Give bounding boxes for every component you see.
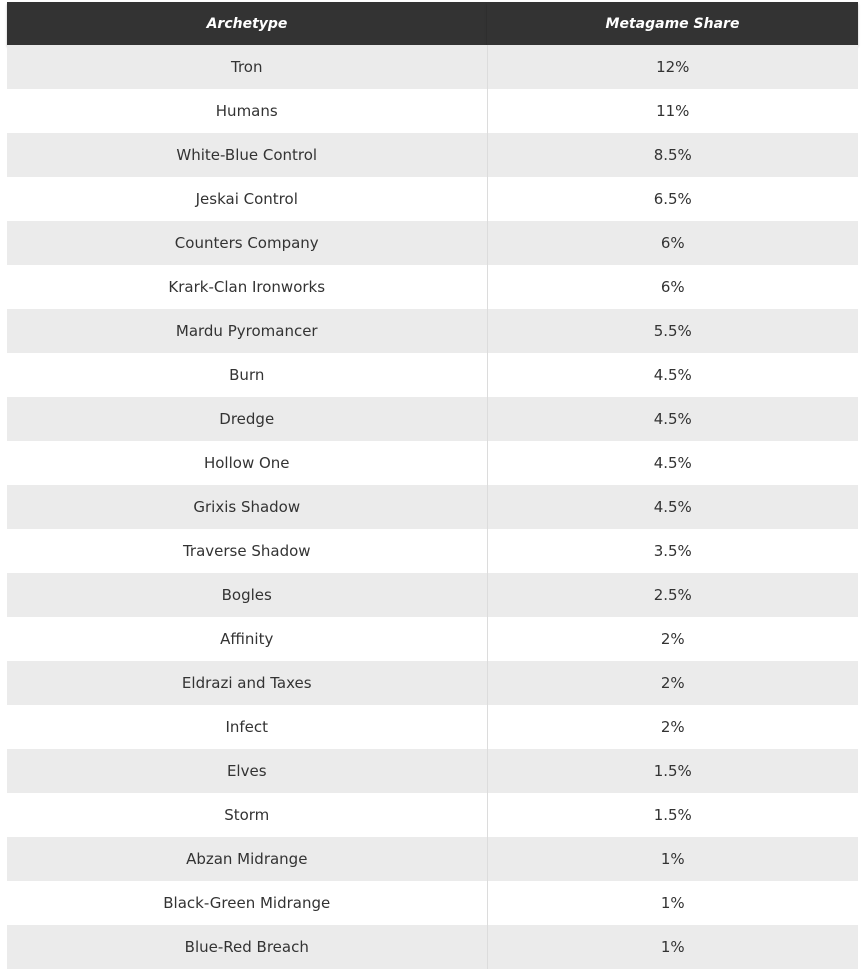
- table-row: Tron 12%: [7, 45, 858, 89]
- table-row: Affinity 2%: [7, 617, 858, 661]
- share-cell: 1.5%: [487, 793, 858, 837]
- table-row: Elves 1.5%: [7, 749, 858, 793]
- archetype-cell: Humans: [7, 89, 488, 133]
- archetype-cell: Affinity: [7, 617, 488, 661]
- table-container: Archetype Metagame Share Tron 12% Humans 11…: [7, 2, 858, 969]
- table-row: Hollow One 4.5%: [7, 441, 858, 485]
- table-row: Dredge 4.5%: [7, 397, 858, 441]
- share-cell: 11%: [487, 89, 858, 133]
- share-cell: 1%: [487, 925, 858, 969]
- archetype-cell: Hollow One: [7, 441, 488, 485]
- archetype-cell: Blue-Red Breach: [7, 925, 488, 969]
- metagame-table: Archetype Metagame Share Tron 12% Humans 11…: [7, 2, 858, 969]
- share-cell: 6%: [487, 265, 858, 309]
- table-row: Storm 1.5%: [7, 793, 858, 837]
- share-cell: 1.5%: [487, 749, 858, 793]
- share-cell: 2.5%: [487, 573, 858, 617]
- table-row: Bogles 2.5%: [7, 573, 858, 617]
- archetype-cell: Tron: [7, 45, 488, 89]
- archetype-cell: Grixis Shadow: [7, 485, 488, 529]
- table-row: Burn 4.5%: [7, 353, 858, 397]
- archetype-cell: Eldrazi and Taxes: [7, 661, 488, 705]
- share-cell: 4.5%: [487, 397, 858, 441]
- table-row: Abzan Midrange 1%: [7, 837, 858, 881]
- header-cell: Metagame Share: [487, 2, 858, 45]
- archetype-cell: Dredge: [7, 397, 488, 441]
- archetype-cell: Jeskai Control: [7, 177, 488, 221]
- share-cell: 12%: [487, 45, 858, 89]
- table-row: Humans 11%: [7, 89, 858, 133]
- share-cell: 4.5%: [487, 441, 858, 485]
- table-row: Infect 2%: [7, 705, 858, 749]
- share-cell: 1%: [487, 881, 858, 925]
- archetype-cell: Mardu Pyromancer: [7, 309, 488, 353]
- table-row: White-Blue Control 8.5%: [7, 133, 858, 177]
- table-row: Black-Green Midrange 1%: [7, 881, 858, 925]
- share-cell: 2%: [487, 617, 858, 661]
- archetype-cell: Traverse Shadow: [7, 529, 488, 573]
- table-row: Mardu Pyromancer 5.5%: [7, 309, 858, 353]
- archetype-cell: Burn: [7, 353, 488, 397]
- table-body: Tron 12% Humans 11% White-Blue Control 8.5% Je…: [7, 45, 858, 969]
- header-row: Archetype Metagame Share: [7, 2, 858, 45]
- share-cell: 6.5%: [487, 177, 858, 221]
- table-row: Traverse Shadow 3.5%: [7, 529, 858, 573]
- share-cell: 1%: [487, 837, 858, 881]
- archetype-cell: Infect: [7, 705, 488, 749]
- share-cell: 3.5%: [487, 529, 858, 573]
- archetype-cell: White-Blue Control: [7, 133, 488, 177]
- share-cell: 4.5%: [487, 485, 858, 529]
- share-cell: 4.5%: [487, 353, 858, 397]
- table-row: Grixis Shadow 4.5%: [7, 485, 858, 529]
- archetype-cell: Storm: [7, 793, 488, 837]
- header-cell: Archetype: [7, 2, 487, 45]
- archetype-cell: Abzan Midrange: [7, 837, 488, 881]
- share-cell: 2%: [487, 705, 858, 749]
- archetype-cell: Black-Green Midrange: [7, 881, 488, 925]
- table-row: Eldrazi and Taxes 2%: [7, 661, 858, 705]
- share-cell: 5.5%: [487, 309, 858, 353]
- archetype-cell: Krark-Clan Ironworks: [7, 265, 488, 309]
- archetype-cell: Bogles: [7, 573, 488, 617]
- table-row: Krark-Clan Ironworks 6%: [7, 265, 858, 309]
- table-header: Archetype Metagame Share: [7, 2, 858, 45]
- archetype-cell: Elves: [7, 749, 488, 793]
- table-row: Jeskai Control 6.5%: [7, 177, 858, 221]
- share-cell: 8.5%: [487, 133, 858, 177]
- table-row: Counters Company 6%: [7, 221, 858, 265]
- table-row: Blue-Red Breach 1%: [7, 925, 858, 969]
- share-cell: 6%: [487, 221, 858, 265]
- archetype-cell: Counters Company: [7, 221, 488, 265]
- share-cell: 2%: [487, 661, 858, 705]
